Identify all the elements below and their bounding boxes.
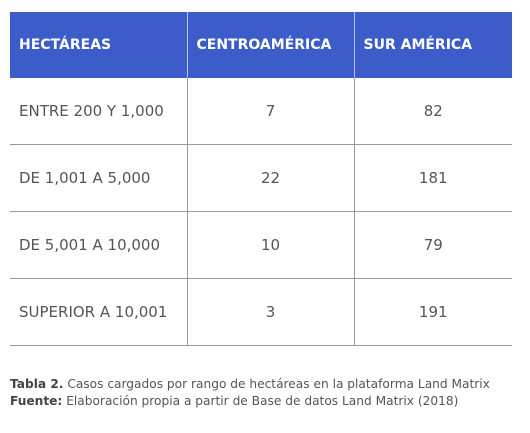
table-cell: 181 [353,144,512,212]
header-cell: HECTÁREAS [10,12,187,78]
table-cell: 22 [186,144,354,212]
table-cell: 10 [186,211,354,279]
header-row: HECTÁREAS CENTROAMÉRICA SUR AMÉRICA [10,12,512,78]
table-cell: 79 [353,211,512,279]
table-cell: 82 [353,78,512,145]
table-cell: 191 [353,278,512,346]
table-cell: 3 [186,278,354,346]
caption-line: Tabla 2. Casos cargados por rango de hec… [10,377,490,391]
table-body: ENTRE 200 Y 1,000 7 82 DE 1,001 A 5,000 22 18… [10,78,512,346]
header-cell: CENTROAMÉRICA [186,12,354,78]
table-row: ENTRE 200 Y 1,000 7 82 [10,78,512,145]
caption-text: Elaboración propia a partir de Base de d… [66,394,459,408]
row-label: DE 1,001 A 5,000 [10,144,187,212]
header-cell: SUR AMÉRICA [353,12,512,78]
caption-label: Tabla 2. [10,377,64,391]
caption-line: Fuente: Elaboración propia a partir de B… [10,394,458,408]
row-label: DE 5,001 A 10,000 [10,211,187,279]
table-row: DE 1,001 A 5,000 22 181 [10,144,512,212]
table-row: SUPERIOR A 10,001 3 191 [10,278,512,346]
row-label: SUPERIOR A 10,001 [10,278,187,346]
caption-text: Casos cargados por rango de hectáreas en… [67,377,490,391]
table-header: HECTÁREAS CENTROAMÉRICA SUR AMÉRICA [10,12,512,78]
data-table: HECTÁREAS CENTROAMÉRICA SUR AMÉRICA ENTR… [10,12,512,346]
caption-label: Fuente: [10,394,63,408]
row-label: ENTRE 200 Y 1,000 [10,78,187,145]
table-row: DE 5,001 A 10,000 10 79 [10,211,512,279]
table-cell: 7 [186,78,354,145]
